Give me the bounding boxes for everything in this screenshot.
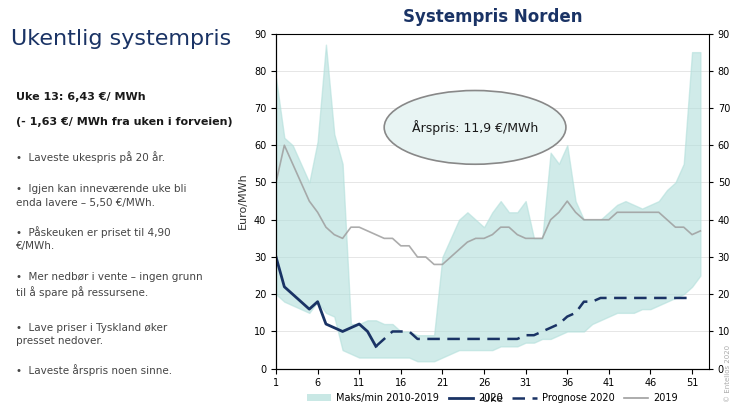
Title: Systempris Norden: Systempris Norden <box>403 8 582 26</box>
Text: •  Mer nedbør i vente – ingen grunn
til å spare på ressursene.: • Mer nedbør i vente – ingen grunn til å… <box>16 272 203 298</box>
Text: •  Lave priser i Tyskland øker
presset nedover.: • Lave priser i Tyskland øker presset ne… <box>16 323 168 346</box>
Y-axis label: Euro/MWh: Euro/MWh <box>239 173 248 230</box>
Text: © Entelios 2020: © Entelios 2020 <box>725 345 731 402</box>
Ellipse shape <box>384 91 566 164</box>
X-axis label: Uke: Uke <box>482 394 503 404</box>
Text: Uke 13: 6,43 €/ MWh: Uke 13: 6,43 €/ MWh <box>16 92 146 102</box>
Text: (- 1,63 €/ MWh fra uken i forveien): (- 1,63 €/ MWh fra uken i forveien) <box>16 117 233 127</box>
Text: Ukentlig systempris: Ukentlig systempris <box>11 29 231 49</box>
Text: •  Påskeuken er priset til 4,90
€/MWh.: • Påskeuken er priset til 4,90 €/MWh. <box>16 226 171 251</box>
Legend: Maks/min 2010-2019, 2020, Prognose 2020, 2019: Maks/min 2010-2019, 2020, Prognose 2020,… <box>303 389 682 407</box>
Text: •  Igjen kan inneværende uke bli
enda lavere – 5,50 €/MWh.: • Igjen kan inneværende uke bli enda lav… <box>16 184 186 207</box>
Text: Årspris: 11,9 €/MWh: Årspris: 11,9 €/MWh <box>412 120 538 135</box>
Text: •  Laveste årspris noen sinne.: • Laveste årspris noen sinne. <box>16 365 172 376</box>
Text: •  Laveste ukespris på 20 år.: • Laveste ukespris på 20 år. <box>16 151 166 163</box>
